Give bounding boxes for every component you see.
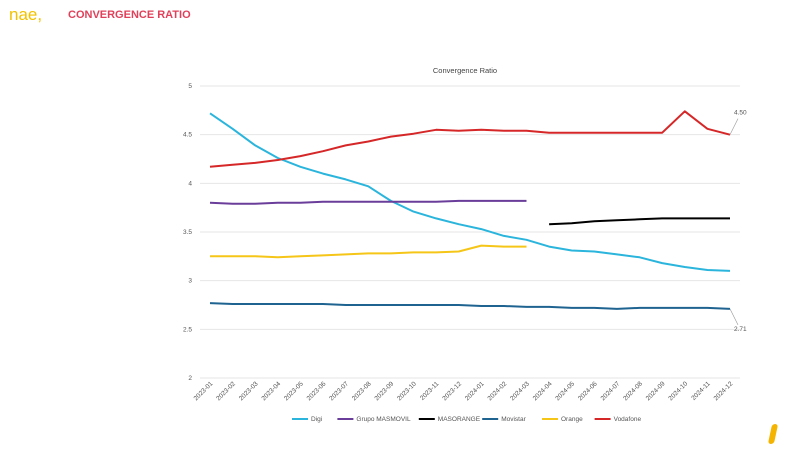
x-tick-label: 2023-02	[215, 380, 237, 402]
page-title: CONVERGENCE RATIO	[68, 9, 191, 21]
x-tick-label: 2024-02	[487, 380, 509, 402]
y-tick-label: 3.5	[183, 229, 192, 236]
legend-label: MASORANGE	[438, 416, 481, 423]
x-tick-label: 2024-05	[554, 380, 576, 402]
x-tick-label: 2024-11	[690, 380, 712, 402]
x-tick-label: 2023-04	[260, 380, 282, 402]
legend-label: Vodafone	[614, 416, 642, 423]
y-tick-label: 2.5	[183, 326, 192, 333]
x-tick-label: 2024-07	[600, 380, 622, 402]
nae-logo: nae,	[9, 5, 43, 24]
legend-label: Movistar	[501, 416, 526, 423]
series-line-vodafone	[209, 110, 731, 168]
series-line-orange	[210, 244, 527, 259]
x-tick-label: 2024-10	[667, 380, 689, 402]
x-tick-label: 2023-11	[419, 380, 441, 402]
chart-title: Convergence Ratio	[433, 66, 497, 75]
data-label: 4.50	[734, 110, 747, 117]
x-tick-label: 2023-10	[396, 380, 418, 402]
x-tick-label: 2024-06	[577, 380, 599, 402]
x-tick-label: 2024-03	[509, 380, 531, 402]
x-tick-label: 2024-12	[713, 380, 735, 402]
x-tick-label: 2023-05	[283, 380, 305, 402]
legend-label: Digi	[311, 416, 322, 423]
y-tick-label: 4.5	[183, 132, 192, 139]
x-tick-label: 2024-01	[464, 380, 486, 402]
legend-label: Grupo MASMOVIL	[356, 416, 411, 423]
x-tick-label: 2023-06	[306, 380, 328, 402]
annotation-leader	[729, 308, 739, 326]
x-tick-label: 2023-12	[441, 380, 463, 402]
y-tick-label: 4	[188, 180, 192, 187]
series-line-masorange	[549, 217, 730, 226]
data-label: 2.71	[734, 326, 747, 333]
x-tick-label: 2024-09	[645, 380, 667, 402]
series-line-digi	[209, 112, 731, 272]
y-tick-label: 5	[188, 83, 192, 90]
x-tick-label: 2023-09	[373, 380, 395, 402]
series-line-movistar	[209, 302, 731, 310]
annotation-leader	[729, 118, 739, 135]
x-tick-label: 2023-03	[238, 380, 260, 402]
x-tick-label: 2023-07	[328, 380, 350, 402]
series-line-grupo-masmovil	[209, 199, 527, 205]
legend-label: Orange	[561, 416, 583, 423]
x-tick-label: 2023-08	[351, 380, 373, 402]
x-tick-label: 2023-01	[193, 380, 215, 402]
y-tick-label: 3	[188, 278, 192, 285]
x-tick-label: 2024-04	[532, 380, 554, 402]
y-tick-label: 2	[188, 375, 192, 382]
x-tick-label: 2024-08	[622, 380, 644, 402]
